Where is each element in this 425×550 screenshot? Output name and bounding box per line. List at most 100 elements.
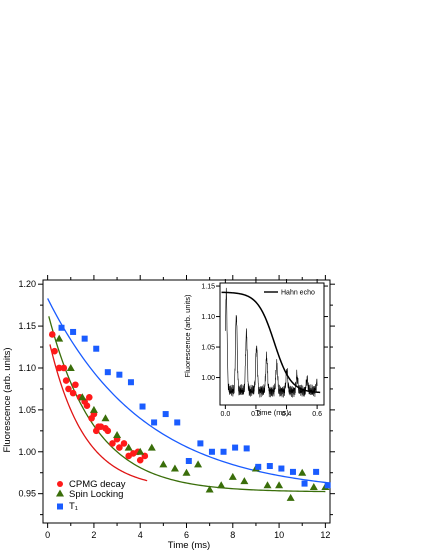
data-point-cpmg bbox=[48, 331, 56, 338]
data-point-spin-locking bbox=[170, 464, 179, 472]
data-point-t1 bbox=[289, 468, 296, 475]
main-data-points bbox=[48, 324, 331, 501]
data-point-t1 bbox=[278, 465, 285, 472]
inset-y-axis-label: Fluorescence (arb. units) bbox=[183, 294, 192, 377]
data-point-spin-locking bbox=[205, 485, 214, 493]
x-tick-label: 4 bbox=[138, 530, 143, 540]
fit-curve bbox=[48, 316, 326, 493]
data-point-cpmg bbox=[72, 381, 79, 389]
data-point-spin-locking bbox=[182, 468, 191, 476]
y-tick-label: 1.10 bbox=[18, 363, 36, 373]
data-point-t1 bbox=[70, 328, 77, 335]
data-point-t1 bbox=[243, 445, 250, 452]
y-tick-label: 0.95 bbox=[18, 489, 36, 499]
data-point-spin-locking bbox=[286, 493, 295, 501]
inset-x-tick-label: 0.0 bbox=[220, 411, 230, 418]
x-tick-label: 2 bbox=[91, 530, 96, 540]
inset-hahn-echo-curve bbox=[221, 291, 321, 394]
data-point-spin-locking bbox=[124, 443, 133, 451]
data-point-spin-locking bbox=[66, 363, 75, 371]
data-point-cpmg bbox=[60, 364, 68, 372]
data-point-cpmg bbox=[83, 402, 91, 409]
data-point-cpmg bbox=[69, 389, 77, 397]
inset-legend-label: Hahn echo bbox=[281, 290, 315, 297]
data-point-spin-locking bbox=[147, 443, 156, 451]
y-tick-label: 1.15 bbox=[18, 321, 36, 331]
x-axis-label: Time (ms) bbox=[168, 540, 210, 550]
x-tick-label: 12 bbox=[320, 530, 330, 540]
data-point-spin-locking bbox=[263, 481, 272, 489]
data-point-t1 bbox=[162, 411, 169, 418]
data-point-cpmg bbox=[51, 347, 58, 355]
x-tick-label: 10 bbox=[274, 530, 284, 540]
legend-label-cpmg: CPMG decay bbox=[69, 479, 126, 490]
data-point-t1 bbox=[313, 468, 320, 475]
inset-y-tick-label: 1.10 bbox=[201, 314, 215, 321]
data-point-t1 bbox=[197, 440, 204, 447]
inset-y-tick-label: 1.05 bbox=[201, 345, 215, 352]
inset-lines bbox=[221, 287, 321, 398]
inset-x-tick-label: 0.6 bbox=[312, 411, 322, 418]
inset-x-tick-label: 0.4 bbox=[282, 411, 292, 418]
legend-marker-spin-locking bbox=[56, 489, 64, 497]
fit-curve bbox=[49, 344, 148, 482]
data-point-cpmg bbox=[65, 385, 72, 393]
data-point-t1 bbox=[185, 457, 192, 464]
x-tick-label: 8 bbox=[230, 530, 235, 540]
data-point-t1 bbox=[116, 371, 123, 378]
data-point-t1 bbox=[151, 419, 158, 426]
data-point-spin-locking bbox=[89, 405, 98, 413]
data-point-spin-locking bbox=[159, 460, 168, 468]
y-axis-label: Fluorescence (arb. units) bbox=[2, 347, 13, 452]
data-point-cpmg bbox=[116, 444, 123, 451]
data-point-t1 bbox=[301, 480, 308, 487]
data-point-spin-locking bbox=[101, 414, 110, 422]
main-fit-curves bbox=[47, 298, 331, 493]
main-legend: CPMG decay Spin Locking T₁ bbox=[56, 479, 126, 512]
main-axes: 0 2 4 6 8 10 12 0.95 1.00 1.05 1.10 1.15 1.20 bbox=[18, 275, 335, 540]
data-point-cpmg bbox=[55, 364, 63, 372]
y-tick-label: 1.00 bbox=[18, 447, 36, 457]
legend-marker-t1 bbox=[57, 503, 63, 510]
legend-label-spin-locking: Spin Locking bbox=[69, 489, 123, 500]
data-point-t1 bbox=[255, 463, 262, 470]
data-point-cpmg bbox=[120, 440, 128, 447]
data-point-spin-locking bbox=[309, 482, 318, 490]
data-point-spin-locking bbox=[113, 431, 122, 439]
data-point-t1 bbox=[139, 403, 146, 410]
legend-label-t1: T₁ bbox=[69, 501, 78, 512]
data-point-spin-locking bbox=[136, 447, 145, 455]
fit-curve bbox=[47, 298, 331, 484]
data-point-spin-locking bbox=[275, 481, 284, 489]
data-point-spin-locking bbox=[228, 472, 237, 480]
inset-x-tick-label: 0.2 bbox=[251, 411, 261, 418]
y-tick-label: 1.05 bbox=[18, 405, 36, 415]
data-point-spin-locking bbox=[217, 481, 226, 489]
data-point-spin-locking bbox=[298, 468, 307, 476]
y-tick-label: 1.20 bbox=[18, 279, 36, 289]
data-point-t1 bbox=[324, 482, 331, 489]
data-point-t1 bbox=[220, 448, 227, 455]
data-point-cpmg bbox=[62, 377, 70, 384]
data-point-t1 bbox=[81, 335, 88, 342]
data-point-t1 bbox=[58, 324, 65, 331]
x-tick-label: 0 bbox=[45, 530, 50, 540]
inset-y-tick-label: 1.15 bbox=[201, 284, 215, 291]
data-point-t1 bbox=[266, 463, 273, 470]
inset-oscillation-trace bbox=[225, 287, 318, 398]
legend-marker-cpmg bbox=[57, 481, 63, 487]
data-point-spin-locking bbox=[194, 460, 203, 468]
data-point-spin-locking bbox=[55, 334, 64, 342]
inset-axes: 0.0 0.2 0.4 0.6 1.00 1.05 1.10 1.15 bbox=[201, 279, 328, 418]
x-tick-label: 6 bbox=[184, 530, 189, 540]
data-point-spin-locking bbox=[240, 477, 249, 485]
data-point-t1 bbox=[104, 369, 111, 376]
data-point-cpmg bbox=[104, 427, 112, 435]
data-point-cpmg bbox=[85, 394, 93, 401]
data-point-t1 bbox=[174, 419, 181, 426]
data-point-spin-locking bbox=[78, 393, 87, 401]
data-point-t1 bbox=[208, 448, 215, 455]
inset-x-axis-label: Time (ms) bbox=[255, 408, 289, 417]
data-point-cpmg bbox=[136, 456, 144, 464]
